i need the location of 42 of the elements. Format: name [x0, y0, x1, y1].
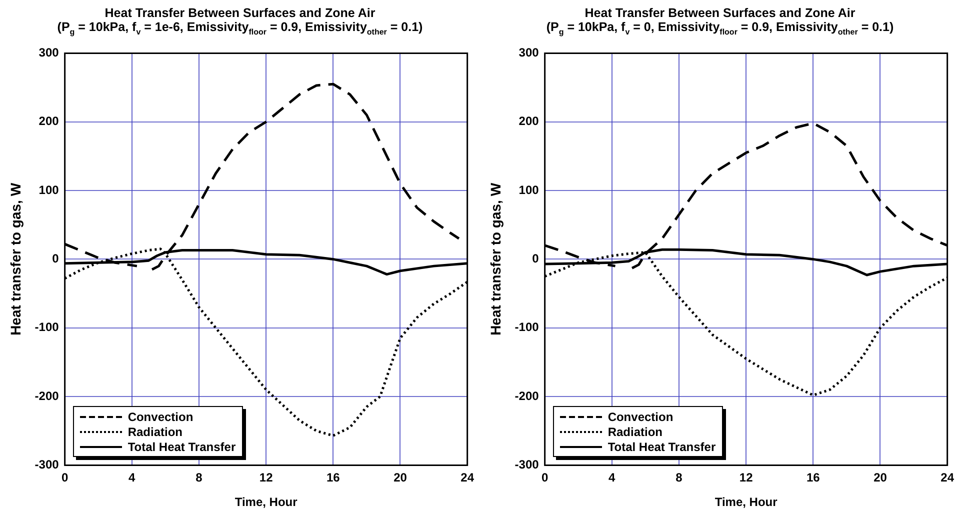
x-tick-label: 16	[326, 470, 340, 484]
y-tick-label: 200	[38, 114, 60, 128]
legend-label: Radiation	[608, 424, 662, 439]
y-tick-label: 200	[518, 114, 540, 128]
x-tick-label: 4	[128, 470, 136, 484]
y-tick-label: -200	[514, 388, 540, 402]
y-tick-label: 300	[38, 45, 60, 60]
chart-title: Heat Transfer Between Surfaces and Zone Air	[584, 5, 856, 20]
y-tick-label: 0	[532, 251, 540, 266]
text: (P$_{g}$ = 10kPa, f$_{v}$ = 1e-6, Emissivity$_{floor}$ = 0.9, Emissivity$_{other}$ = 0.1)	[57, 20, 423, 36]
y-tick-label: 300	[518, 45, 540, 60]
y-tick-label: -200	[34, 388, 60, 402]
x-tick-label: 0	[61, 470, 68, 484]
x-tick-label: 8	[676, 470, 683, 484]
x-axis-title: Time, Hour	[714, 494, 778, 509]
text: (P$_{g}$ = 10kPa, f$_{v}$ = 0, Emissivity$_{floor}$ = 0.9, Emissivity$_{other}$ = 0.1)	[546, 20, 894, 36]
y-tick-label: 0	[52, 251, 60, 266]
y-tick-label: -300	[514, 457, 540, 472]
legend-label: Total Heat Transfer	[608, 440, 716, 454]
x-tick-label: 0	[541, 470, 548, 484]
x-tick-label: 12	[259, 470, 274, 484]
y-tick-label: 100	[38, 182, 60, 196]
y-axis-title: Heat transfer to gas, W	[7, 182, 24, 335]
y-tick-label: -100	[34, 320, 60, 334]
x-tick-label: 24	[940, 470, 954, 484]
x-tick-label: 20	[394, 470, 408, 484]
x-tick-label: 16	[806, 470, 820, 484]
legend-label: Radiation	[128, 424, 182, 439]
legend-label: Total Heat Transfer	[128, 440, 236, 454]
x-tick-label: 12	[739, 470, 754, 484]
x-tick-label: 8	[196, 470, 203, 484]
y-tick-label: 100	[518, 182, 540, 196]
x-tick-label: 20	[874, 470, 888, 484]
legend-label: Convection	[608, 410, 674, 424]
y-tick-label: -100	[514, 320, 540, 334]
x-tick-label: 24	[460, 470, 474, 484]
legend-label: Convection	[128, 410, 194, 424]
x-axis-title: Time, Hour	[234, 494, 298, 509]
y-axis-title: Heat transfer to gas, W	[487, 182, 504, 335]
y-tick-label: -300	[34, 457, 60, 472]
chart-title: Heat Transfer Between Surfaces and Zone Air	[104, 5, 376, 20]
x-tick-label: 4	[608, 470, 616, 484]
